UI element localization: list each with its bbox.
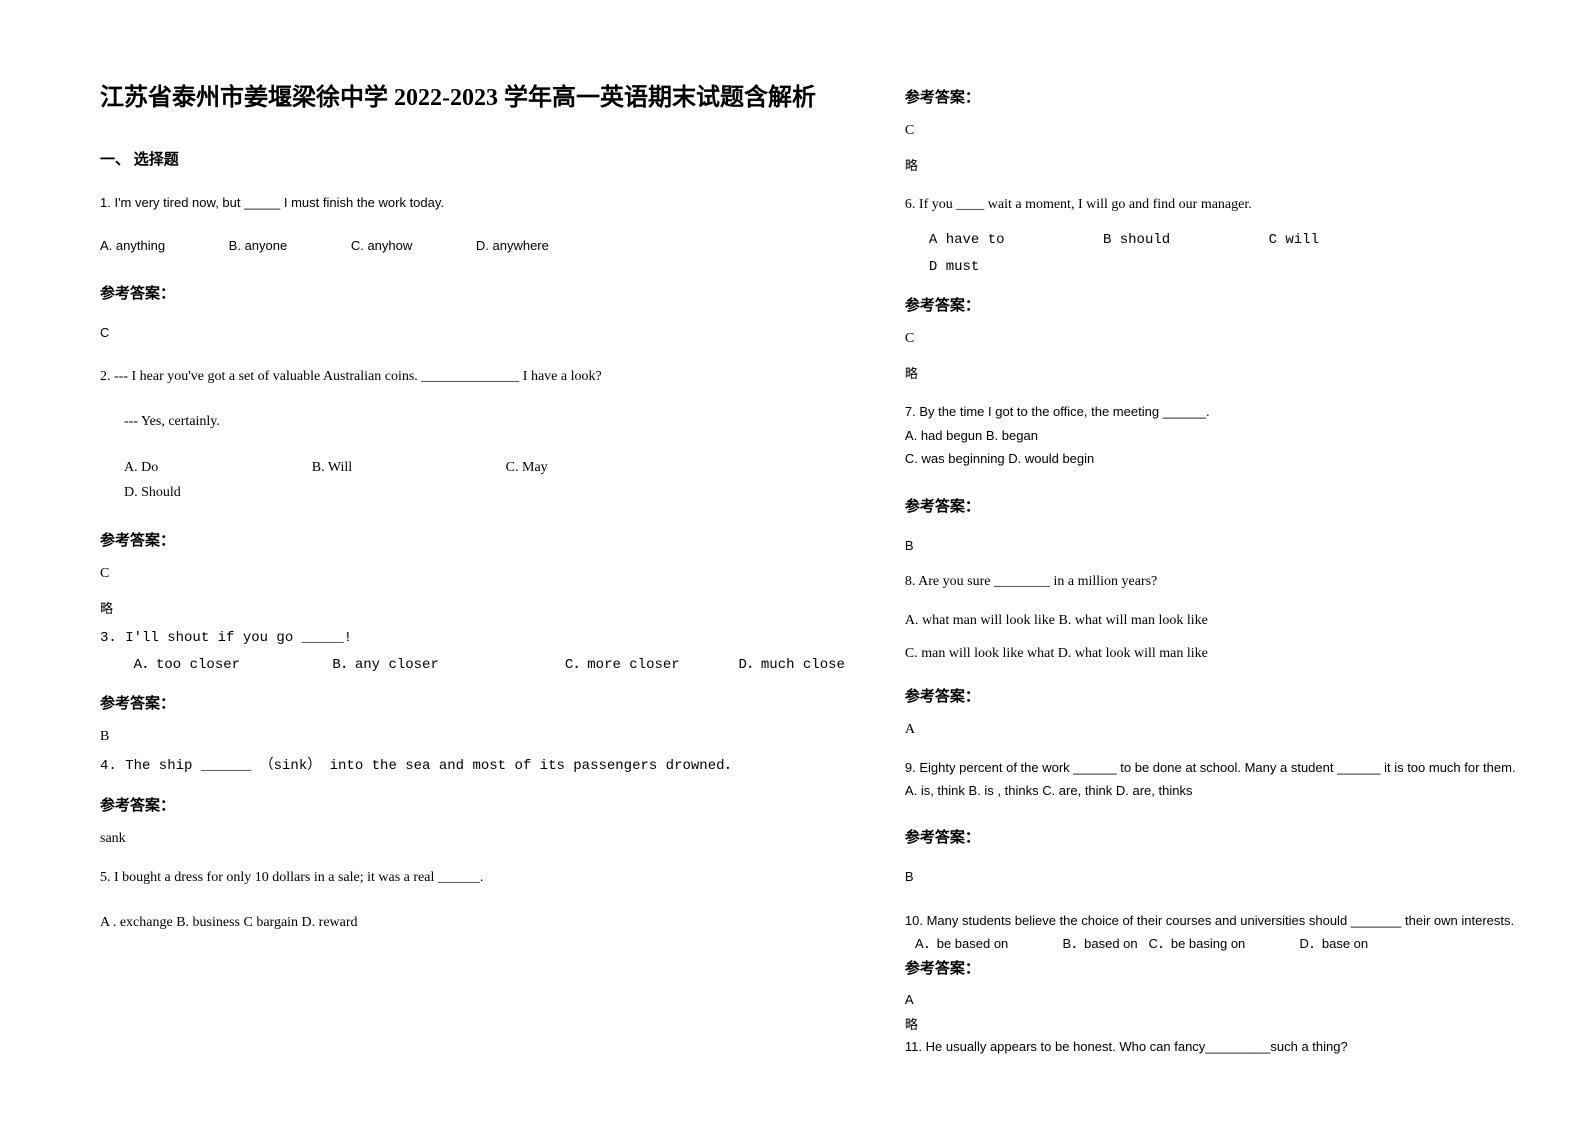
q8-opts2: C. man will look like what D. what look …: [905, 641, 1527, 666]
q8-stem: 8. Are you sure ________ in a million ye…: [905, 569, 1527, 594]
q2-note: 略: [100, 598, 845, 617]
q6-optD: D must: [929, 254, 979, 281]
q10-note: 略: [905, 1014, 1527, 1033]
q3-ans: B: [100, 729, 845, 745]
doc-title: 江苏省泰州市姜堰梁徐中学 2022-2023 学年高一英语期末试题含解析: [100, 80, 845, 116]
q4-ans: sank: [100, 831, 845, 847]
q2-optB: B. Will: [312, 455, 352, 480]
q2-stem: 2. --- I hear you've got a set of valuab…: [100, 364, 845, 389]
q11-stem: 11. He usually appears to be honest. Who…: [905, 1035, 1527, 1058]
q3-stem: 3. I'll shout if you go _____!: [100, 625, 845, 652]
q6-options: A have to B should C will D must: [905, 227, 1527, 280]
q8-ans-label: 参考答案：: [905, 685, 1527, 706]
section-header: 一、 选择题: [100, 148, 845, 169]
q7-stem: 7. By the time I got to the office, the …: [905, 400, 1527, 423]
q10-stem: 10. Many students believe the choice of …: [905, 909, 1527, 932]
q1-optC: C. anyhow: [351, 234, 412, 257]
q2-ans: C: [100, 566, 845, 582]
q7-ans-label: 参考答案：: [905, 495, 1527, 516]
q6-optB: B should: [1103, 227, 1170, 254]
left-column: 江苏省泰州市姜堰梁徐中学 2022-2023 学年高一英语期末试题含解析 一、 …: [100, 80, 845, 1068]
q2-optD: D. Should: [124, 480, 181, 505]
q1-stem: 1. I'm very tired now, but _____ I must …: [100, 191, 845, 214]
q5-ans-label: 参考答案：: [905, 86, 1527, 107]
q1-optD: D. anywhere: [476, 234, 549, 257]
q2-sub: --- Yes, certainly.: [100, 409, 845, 434]
q9-options: A. is, think B. is , thinks C. are, thin…: [905, 779, 1527, 802]
q9-ans-label: 参考答案：: [905, 826, 1527, 847]
q10-options: A．be based on B．based on C．be basing on …: [905, 932, 1527, 955]
q2-optC: C. May: [506, 455, 548, 480]
q6-stem: 6. If you ____ wait a moment, I will go …: [905, 192, 1527, 217]
q1-ans-label: 参考答案：: [100, 282, 845, 303]
q1-optB: B. anyone: [229, 234, 288, 257]
q3-options: A．too closer B．any closer C．more closer …: [100, 652, 845, 679]
q3-ans-label: 参考答案：: [100, 692, 845, 713]
q8-opts1: A. what man will look like B. what will …: [905, 608, 1527, 633]
q7-opts1: A. had begun B. began: [905, 424, 1527, 447]
q7-ans: B: [905, 534, 1527, 557]
q6-ans: C: [905, 331, 1527, 347]
q2-optA: A. Do: [124, 455, 158, 480]
q1-optA: A. anything: [100, 234, 165, 257]
q2-ans-label: 参考答案：: [100, 529, 845, 550]
q7-opts2: C. was beginning D. would begin: [905, 447, 1527, 470]
q5-stem: 5. I bought a dress for only 10 dollars …: [100, 865, 845, 890]
q1-ans: C: [100, 321, 845, 344]
q5-ans: C: [905, 123, 1527, 139]
q1-options: A. anything B. anyone C. anyhow D. anywh…: [100, 234, 845, 257]
q4-stem: 4. The ship ______ （sink） into the sea a…: [100, 753, 845, 780]
q5-note: 略: [905, 155, 1527, 174]
q9-ans: B: [905, 865, 1527, 888]
page: 江苏省泰州市姜堰梁徐中学 2022-2023 学年高一英语期末试题含解析 一、 …: [0, 0, 1587, 1108]
q6-optC: C will: [1269, 227, 1319, 254]
q8-ans: A: [905, 722, 1527, 738]
right-column: 参考答案： C 略 6. If you ____ wait a moment, …: [905, 80, 1527, 1068]
q5-options: A . exchange B. business C bargain D. re…: [100, 910, 845, 935]
q9-stem: 9. Eighty percent of the work ______ to …: [905, 756, 1527, 779]
q4-ans-label: 参考答案：: [100, 794, 845, 815]
q10-ans: A: [905, 988, 1527, 1011]
q6-note: 略: [905, 363, 1527, 382]
q2-options: A. Do B. Will C. May D. Should: [100, 455, 845, 505]
q6-ans-label: 参考答案：: [905, 294, 1527, 315]
q10-ans-label: 参考答案：: [905, 957, 1527, 978]
q6-optA: A have to: [929, 227, 1005, 254]
